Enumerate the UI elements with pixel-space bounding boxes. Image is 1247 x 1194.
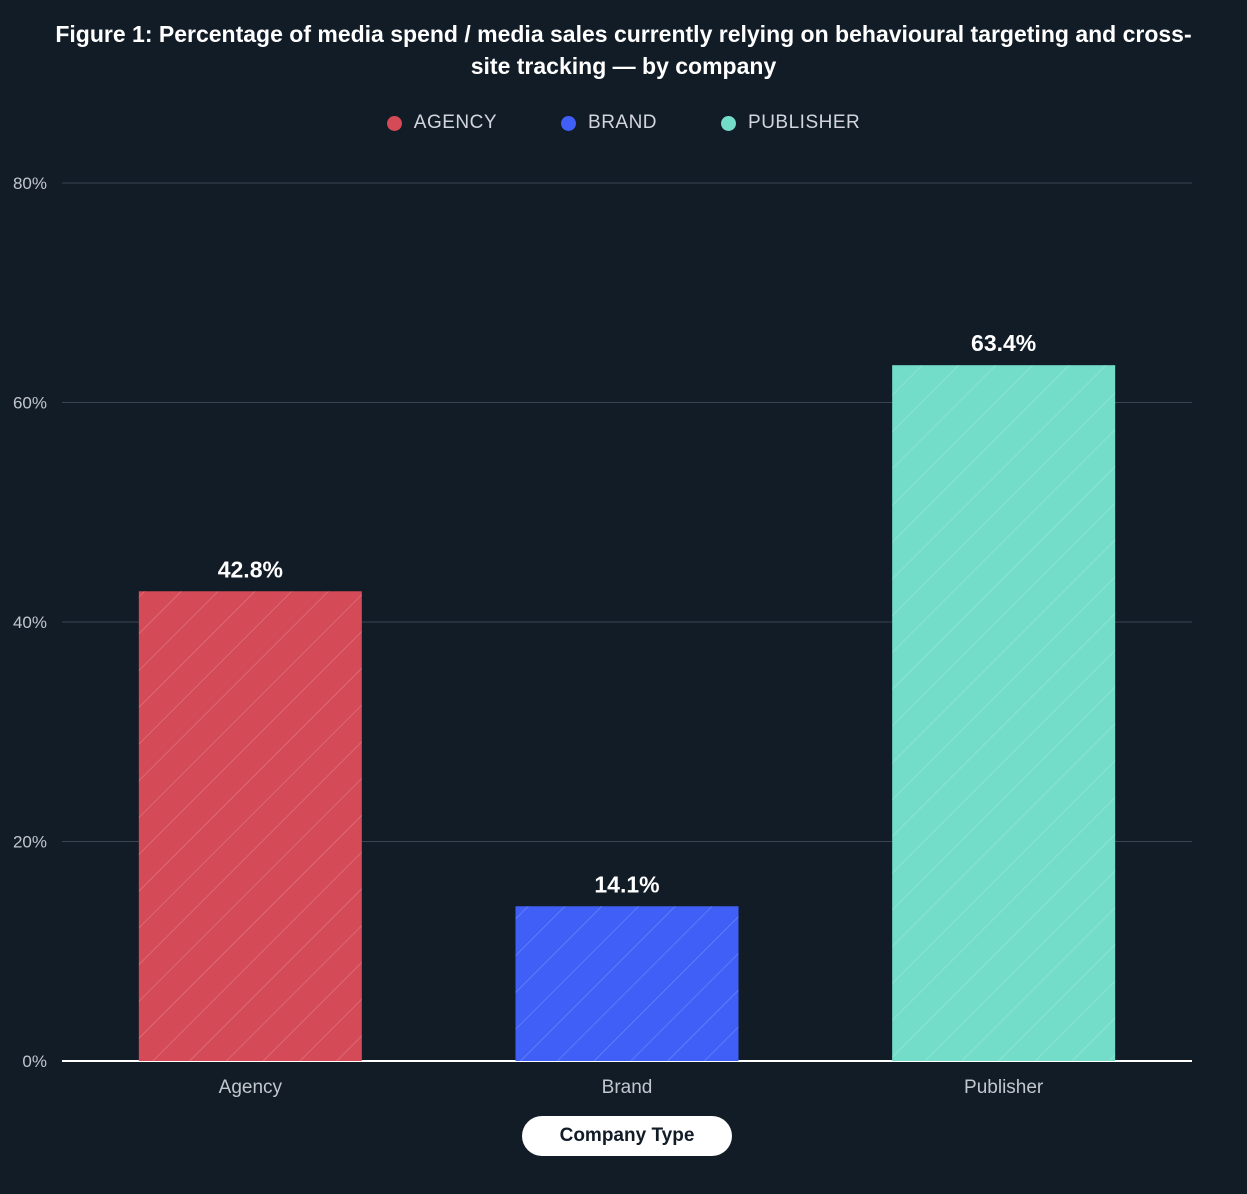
bar-brand[interactable]: [515, 906, 739, 1061]
y-tick-label: 0%: [22, 1052, 47, 1071]
y-tick-label: 40%: [13, 613, 47, 632]
legend-item-brand[interactable]: BRAND: [561, 112, 657, 134]
x-tick-label: Agency: [219, 1077, 283, 1098]
legend-label-brand: BRAND: [588, 112, 658, 133]
bar-hatch: [515, 906, 739, 1061]
chart-legend: AGENCY BRAND PUBLISHER: [0, 112, 1247, 134]
legend-item-agency[interactable]: AGENCY: [386, 112, 498, 134]
labels: 0% 20% 40% 60% 80% 42.8% Agency 14.1% Brand 63.4%…: [13, 174, 1044, 1098]
bars: [138, 365, 1116, 1061]
bar-hatch: [138, 591, 362, 1061]
legend-label-agency: AGENCY: [413, 112, 498, 133]
data-label: 63.4%: [971, 330, 1036, 356]
bar-agency[interactable]: [138, 591, 362, 1061]
chart-title-text: Percentage of media spend / media sales …: [158, 21, 1192, 79]
chart-title-prefix: Figure 1:: [55, 21, 153, 47]
legend-label-publisher: PUBLISHER: [748, 112, 861, 133]
legend-dot-publisher: [721, 115, 737, 131]
data-label: 14.1%: [594, 871, 659, 897]
legend-dot-brand: [561, 115, 577, 131]
legend-item-publisher[interactable]: PUBLISHER: [721, 112, 860, 134]
y-tick-label: 60%: [13, 394, 47, 413]
chart-title: Figure 1: Percentage of media spend / me…: [40, 18, 1207, 82]
legend-dot-agency: [386, 115, 402, 131]
y-tick-label: 20%: [13, 833, 47, 852]
y-tick-label: 80%: [13, 174, 47, 193]
bar-hatch: [892, 365, 1116, 1061]
x-tick-label: Brand: [602, 1077, 653, 1098]
x-axis-title: Company Type: [522, 1116, 732, 1156]
bar-publisher[interactable]: [892, 365, 1116, 1061]
data-label: 42.8%: [218, 556, 283, 582]
x-tick-label: Publisher: [964, 1077, 1044, 1098]
